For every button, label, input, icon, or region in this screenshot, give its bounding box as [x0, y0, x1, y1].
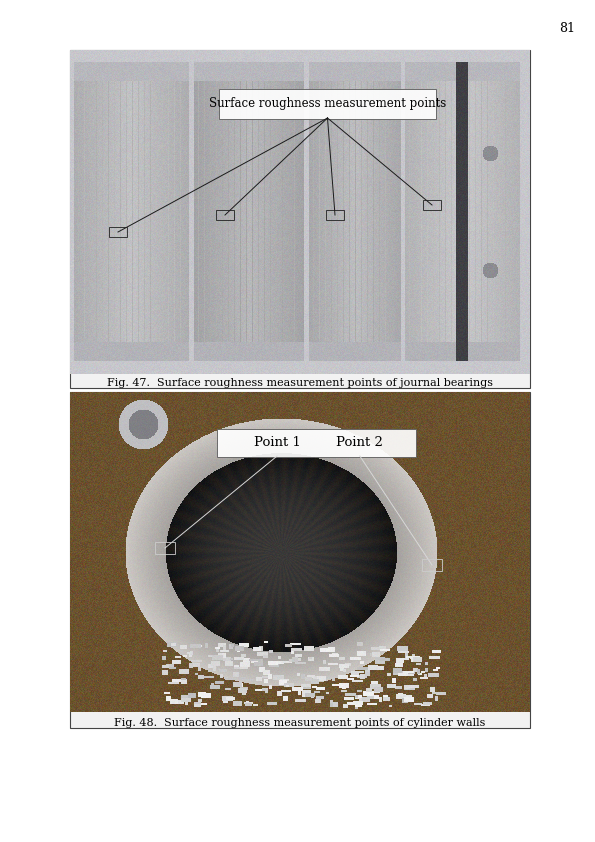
Text: Surface roughness measurement points: Surface roughness measurement points: [209, 98, 446, 110]
Text: Point 2: Point 2: [336, 436, 383, 450]
FancyBboxPatch shape: [219, 89, 436, 119]
Bar: [423, 200, 441, 210]
Text: 81: 81: [559, 22, 575, 35]
Bar: [216, 210, 234, 220]
Bar: [70, 392, 530, 728]
Text: Fig. 47.  Surface roughness measurement points of journal bearings: Fig. 47. Surface roughness measurement p…: [107, 378, 493, 388]
Text: Fig. 48.  Surface roughness measurement points of cylinder walls: Fig. 48. Surface roughness measurement p…: [114, 718, 486, 728]
Bar: [109, 227, 127, 237]
Bar: [422, 559, 442, 571]
FancyBboxPatch shape: [217, 429, 416, 457]
Bar: [70, 50, 530, 388]
Bar: [155, 542, 175, 554]
Text: Point 1: Point 1: [253, 436, 300, 450]
Bar: [326, 210, 344, 220]
